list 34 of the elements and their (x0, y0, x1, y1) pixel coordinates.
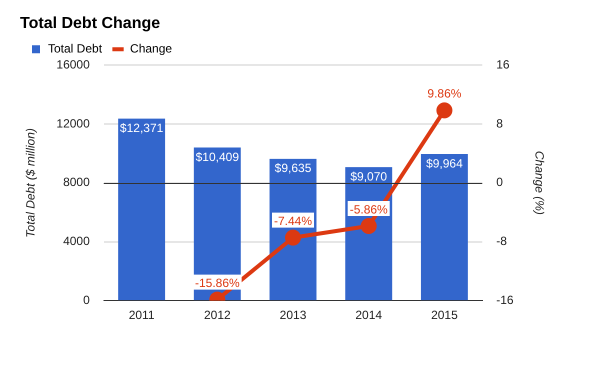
data-label: $9,635 (274, 161, 312, 176)
x-tick-label: 2013 (280, 308, 307, 322)
y-tick-label: 12000 (56, 116, 90, 130)
y2-tick-label: -8 (496, 234, 508, 248)
data-label: -15.86% (194, 276, 240, 290)
y-tick-label: 8000 (63, 175, 90, 190)
bar (118, 118, 166, 300)
data-label: $9,070 (350, 169, 388, 184)
x-tick-label: 2011 (128, 308, 155, 322)
data-label: -7.44% (274, 214, 312, 228)
point (360, 218, 377, 234)
y-tick-label: 4000 (63, 234, 90, 248)
y2-tick-label: 16 (496, 58, 510, 72)
point (436, 102, 452, 118)
data-label: $12,371 (120, 120, 164, 135)
y2-tick-label: -16 (496, 292, 514, 307)
y-tick-label: 16000 (56, 58, 90, 72)
y-axis-title: Total Debt ($ million) (24, 128, 38, 238)
chart-title: Total Debt Change (20, 15, 160, 32)
data-label: 9.86% (427, 86, 462, 101)
point (285, 230, 302, 246)
y2-tick-label: 8 (496, 116, 504, 130)
legend-label: Total Debt (48, 42, 103, 56)
data-label: $9,964 (426, 156, 464, 170)
y2-tick-label: 0 (496, 175, 504, 190)
bar (420, 154, 468, 300)
data-label: $10,409 (196, 150, 240, 164)
x-tick-label: 2012 (204, 308, 231, 322)
x-tick-label: 2015 (431, 308, 458, 322)
x-tick-label: 2014 (355, 308, 382, 322)
legend-label: Change (130, 42, 172, 56)
y2-axis-title: Change (%) (532, 150, 546, 215)
data-label: -5.86% (350, 202, 388, 216)
y-tick-label: 0 (83, 292, 90, 307)
